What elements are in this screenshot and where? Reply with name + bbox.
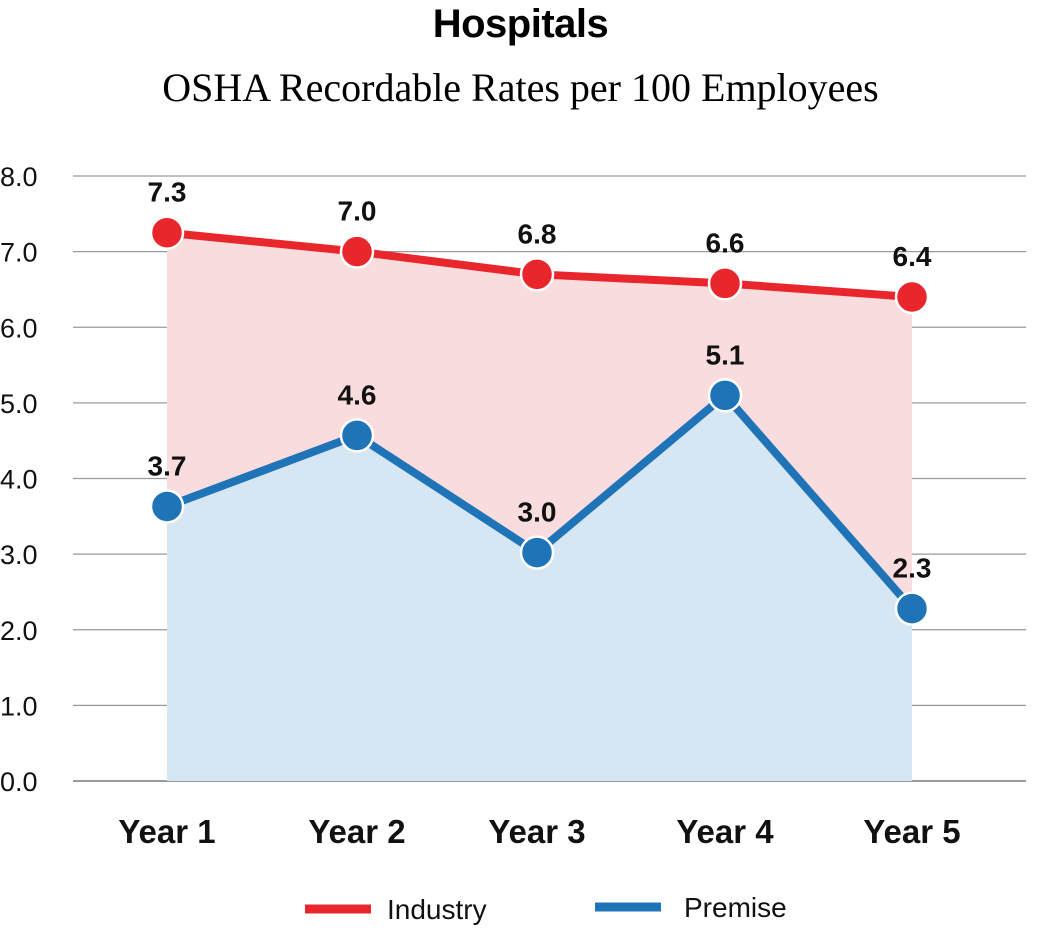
data-label-industry: 7.3 — [148, 177, 187, 208]
data-point-industry — [707, 266, 743, 301]
data-label-premise: 3.0 — [518, 497, 557, 528]
y-tick-label: 3.0 — [0, 540, 38, 570]
y-tick-label: 6.0 — [0, 313, 38, 343]
x-tick-label: Year 3 — [488, 813, 585, 850]
data-point-premise — [519, 535, 555, 570]
data-point-premise — [707, 378, 743, 413]
data-point-industry — [519, 257, 555, 292]
data-point-premise — [339, 418, 375, 453]
data-points — [149, 215, 930, 626]
x-tick-label: Year 5 — [863, 813, 960, 850]
data-point-premise — [149, 489, 185, 524]
data-labels: 7.3 7.0 6.8 6.6 6.4 3.7 4.6 3.0 5.1 2.3 — [148, 177, 932, 584]
data-label-premise: 2.3 — [893, 553, 932, 584]
data-label-premise: 5.1 — [706, 339, 745, 370]
y-tick-label: 8.0 — [0, 162, 38, 192]
legend-label-premise: Premise — [684, 892, 787, 923]
data-label-industry: 6.4 — [893, 241, 932, 272]
chart-title: Hospitals — [432, 2, 609, 46]
legend: Industry Premise — [305, 892, 787, 925]
x-tick-label: Year 2 — [308, 813, 405, 850]
y-tick-label: 4.0 — [0, 465, 38, 495]
data-point-industry — [339, 234, 375, 269]
area-fills — [167, 232, 912, 781]
y-tick-label: 5.0 — [0, 389, 38, 419]
data-label-premise: 4.6 — [338, 379, 377, 410]
area-premise — [167, 395, 912, 781]
chart-subtitle: OSHA Recordable Rates per 100 Employees — [162, 65, 879, 110]
legend-label-industry: Industry — [387, 894, 487, 925]
y-tick-label: 0.0 — [0, 767, 38, 797]
data-point-industry — [894, 279, 930, 315]
data-point-industry — [149, 215, 185, 250]
x-tick-label: Year 1 — [118, 813, 215, 850]
data-label-premise: 3.7 — [148, 450, 187, 481]
data-label-industry: 6.6 — [706, 227, 745, 258]
x-tick-label: Year 4 — [676, 813, 774, 850]
data-label-industry: 6.8 — [518, 218, 557, 249]
axes: 0.0 1.0 2.0 3.0 4.0 5.0 6.0 7.0 8.0 Year 1 Year 2 Y… — [0, 162, 961, 850]
y-tick-label: 1.0 — [0, 691, 38, 721]
y-tick-label: 2.0 — [0, 616, 38, 646]
data-label-industry: 7.0 — [338, 196, 377, 227]
y-tick-label: 7.0 — [0, 238, 38, 268]
data-point-premise — [894, 591, 930, 626]
